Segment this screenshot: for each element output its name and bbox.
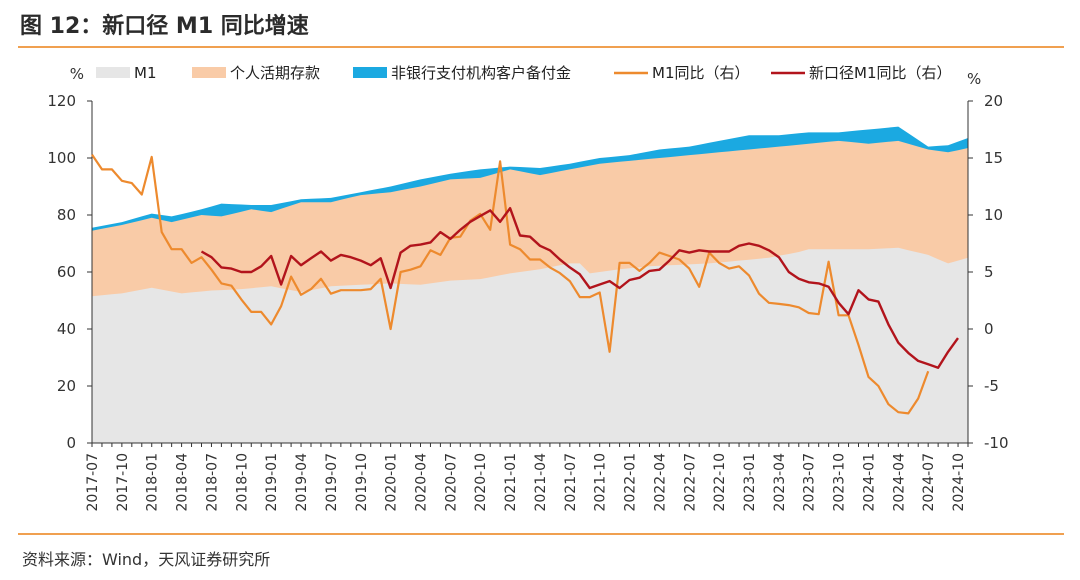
area-m1 xyxy=(92,247,968,443)
y-right-tick-label: 20 xyxy=(984,92,1003,110)
x-tick-label: 2023-04 xyxy=(772,453,788,512)
x-tick-label: 2020-04 xyxy=(414,453,430,512)
legend-m1-swatch xyxy=(96,67,130,78)
x-tick-label: 2017-07 xyxy=(85,453,101,512)
line-new-m1-yoy xyxy=(200,207,959,369)
x-tick-label: 2023-07 xyxy=(802,453,818,512)
plot-areas xyxy=(92,126,968,443)
y-right-tick-label: 0 xyxy=(984,320,994,338)
title-rule xyxy=(18,46,1064,48)
x-tick-label: 2024-04 xyxy=(891,453,907,512)
y-right-tick-label: -5 xyxy=(984,377,999,395)
y-left-tick-label: 20 xyxy=(57,377,76,395)
x-tick-label: 2020-10 xyxy=(473,453,489,512)
y-right-tick-label: -10 xyxy=(984,434,1009,452)
y-left-tick-label: 40 xyxy=(57,320,76,338)
legend-payment-reserves-label: 非银行支付机构客户备付金 xyxy=(391,64,571,82)
x-tick-label: 2018-07 xyxy=(204,453,220,512)
plot-lines xyxy=(91,153,959,415)
y-left-tick-label: 120 xyxy=(47,92,76,110)
x-tick-label: 2018-10 xyxy=(234,453,250,512)
x-tick-label: 2021-07 xyxy=(563,453,579,512)
x-tick-label: 2021-10 xyxy=(593,453,609,512)
x-tick-label: 2019-01 xyxy=(264,453,280,512)
right-unit-label: % xyxy=(967,70,981,88)
x-tick-label: 2022-10 xyxy=(712,453,728,512)
x-tick-label: 2022-04 xyxy=(652,453,668,512)
x-tick-label: 2024-10 xyxy=(951,453,967,512)
axes: 0 20 40 60 80 100 120 -10 -5 0 5 10 15 20 2017-07 2017-… xyxy=(47,92,1008,512)
x-tick-label: 2022-07 xyxy=(682,453,698,512)
y-left-tick-label: 100 xyxy=(47,149,76,167)
x-tick-label: 2020-07 xyxy=(443,453,459,512)
line-m1-yoy xyxy=(91,153,930,415)
x-tick-label: 2023-10 xyxy=(832,453,848,512)
y-right-tick-label: 10 xyxy=(984,206,1003,224)
y-right-tick-label: 15 xyxy=(984,149,1003,167)
legend: % % M1 个人活期存款 非银行支付机构客户备付金 M1同比（右） 新口径M1同比（右） xyxy=(70,64,982,88)
x-tick-label: 2023-01 xyxy=(742,453,758,512)
chart: 0 20 40 60 80 100 120 -10 -5 0 5 10 15 20 2017-07 2017-… xyxy=(47,64,1008,512)
legend-payment-reserves-swatch xyxy=(353,67,387,78)
source-note: 资料来源：Wind，天风证券研究所 xyxy=(22,550,271,569)
x-tick-label: 2019-07 xyxy=(324,453,340,512)
legend-demand-deposits-label: 个人活期存款 xyxy=(230,64,320,82)
x-tick-label: 2017-10 xyxy=(115,453,131,512)
x-tick-label: 2020-01 xyxy=(384,453,400,512)
x-tick-label: 2022-01 xyxy=(623,453,639,512)
x-tick-label: 2019-10 xyxy=(354,453,370,512)
x-tick-label: 2018-04 xyxy=(175,453,191,512)
figure-title: 图 12：新口径 M1 同比增速 xyxy=(20,14,309,39)
x-tick-label: 2021-04 xyxy=(533,453,549,512)
legend-m1-yoy-label: M1同比（右） xyxy=(652,64,750,82)
y-right-tick-label: 5 xyxy=(984,263,994,281)
x-tick-label: 2021-01 xyxy=(503,453,519,512)
legend-m1-label: M1 xyxy=(134,64,157,82)
y-left-tick-label: 80 xyxy=(57,206,76,224)
source-rule xyxy=(18,533,1064,535)
legend-demand-deposits-swatch xyxy=(192,67,226,78)
x-tick-label: 2019-04 xyxy=(294,453,310,512)
y-left-tick-label: 0 xyxy=(66,434,76,452)
x-tick-label: 2018-01 xyxy=(145,453,161,512)
left-unit-label: % xyxy=(70,65,84,83)
x-tick-label: 2024-01 xyxy=(861,453,877,512)
x-tick-label: 2024-07 xyxy=(921,453,937,512)
y-left-tick-label: 60 xyxy=(57,263,76,281)
legend-new-m1-yoy-label: 新口径M1同比（右） xyxy=(809,64,952,82)
